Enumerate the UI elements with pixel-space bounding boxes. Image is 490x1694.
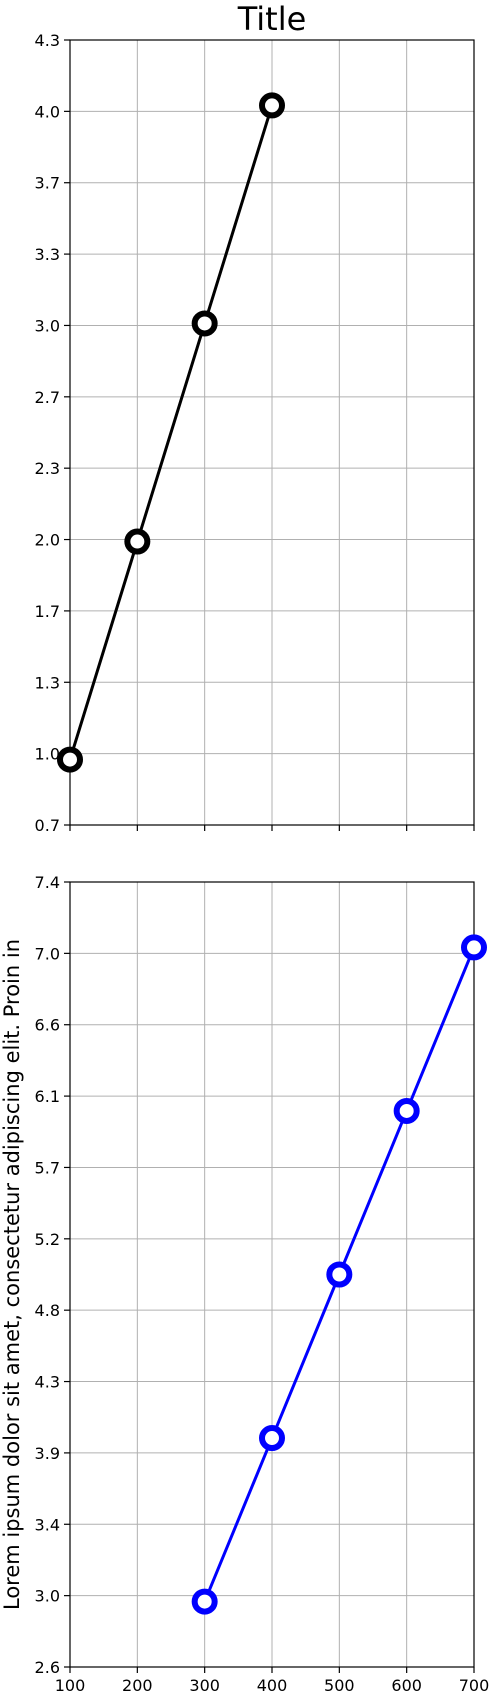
chart0-series-0-line bbox=[70, 105, 272, 759]
chart0-title: Title bbox=[237, 0, 307, 38]
chart0-series-0-point-3 bbox=[262, 95, 282, 115]
chart0-ytick-label-3: 1.7 bbox=[35, 602, 60, 621]
chart1-xtick-label-0: 100 bbox=[55, 1676, 86, 1694]
chart1-series-0-point-1 bbox=[262, 1428, 282, 1448]
chart0-ytick-label-7: 3.0 bbox=[35, 316, 60, 335]
chart0-ytick-label-11: 4.3 bbox=[35, 31, 60, 50]
chart1-ytick-label-6: 5.2 bbox=[35, 1230, 60, 1249]
chart1-xtick-label-1: 200 bbox=[122, 1676, 153, 1694]
chart0-series-0-point-2 bbox=[195, 313, 215, 333]
chart0-ytick-label-10: 4.0 bbox=[35, 102, 60, 121]
chart0-series-0-point-1 bbox=[127, 532, 147, 552]
chart1-xtick-label-3: 400 bbox=[257, 1676, 288, 1694]
chart0-ytick-label-2: 1.3 bbox=[35, 673, 60, 692]
chart0-ytick-label-8: 3.3 bbox=[35, 245, 60, 264]
chart0-ytick-label-6: 2.7 bbox=[35, 388, 60, 407]
chart1-ytick-label-5: 4.8 bbox=[35, 1301, 60, 1320]
chart1-ylabel: Lorem ipsum dolor sit amet, consectetur … bbox=[0, 939, 24, 1610]
chart1-ytick-label-8: 6.1 bbox=[35, 1087, 60, 1106]
chart1-series-0-point-3 bbox=[397, 1101, 417, 1121]
chart1-ytick-label-9: 6.6 bbox=[35, 1016, 60, 1035]
chart1-ytick-label-0: 2.6 bbox=[35, 1658, 60, 1677]
chart0-series-0-point-0 bbox=[60, 750, 80, 770]
chart0-ytick-label-5: 2.3 bbox=[35, 459, 60, 478]
chart1-series-0-point-4 bbox=[464, 937, 484, 957]
chart1-xtick-label-2: 300 bbox=[189, 1676, 220, 1694]
chart1-ytick-label-3: 3.9 bbox=[35, 1444, 60, 1463]
chart1-ytick-label-4: 4.3 bbox=[35, 1373, 60, 1392]
chart1-ytick-label-7: 5.7 bbox=[35, 1158, 60, 1177]
chart1-xtick-label-6: 700 bbox=[459, 1676, 490, 1694]
chart1-xtick-label-5: 600 bbox=[391, 1676, 422, 1694]
chart0-ytick-label-0: 0.7 bbox=[35, 816, 60, 835]
chart1-ytick-label-11: 7.4 bbox=[35, 873, 60, 892]
chart1-ytick-label-10: 7.0 bbox=[35, 944, 60, 963]
chart0-ytick-label-4: 2.0 bbox=[35, 531, 60, 550]
chart1-xtick-label-4: 500 bbox=[324, 1676, 355, 1694]
chart1-ytick-label-1: 3.0 bbox=[35, 1587, 60, 1606]
chart1-series-0-point-2 bbox=[329, 1265, 349, 1285]
chart0-ytick-label-1: 1.0 bbox=[35, 745, 60, 764]
chart1-series-0-point-0 bbox=[195, 1592, 215, 1612]
chart0-ytick-label-9: 3.7 bbox=[35, 174, 60, 193]
chart1-ytick-label-2: 3.4 bbox=[35, 1515, 60, 1534]
